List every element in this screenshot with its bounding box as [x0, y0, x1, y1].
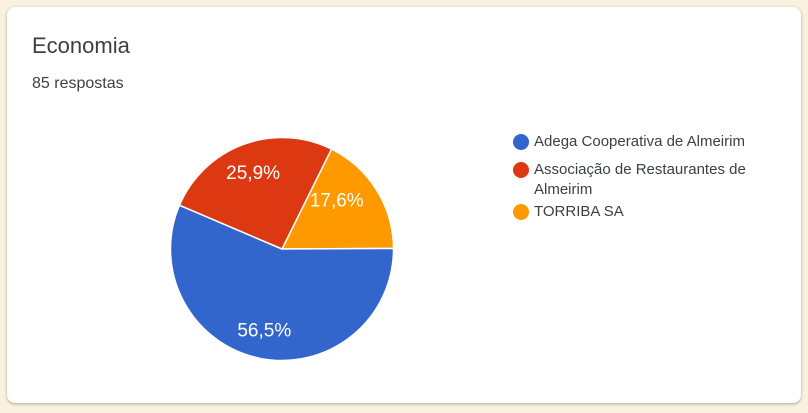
svg-text:56,5%: 56,5%: [237, 320, 291, 341]
svg-text:25,9%: 25,9%: [226, 163, 280, 184]
svg-text:17,6%: 17,6%: [309, 190, 363, 211]
